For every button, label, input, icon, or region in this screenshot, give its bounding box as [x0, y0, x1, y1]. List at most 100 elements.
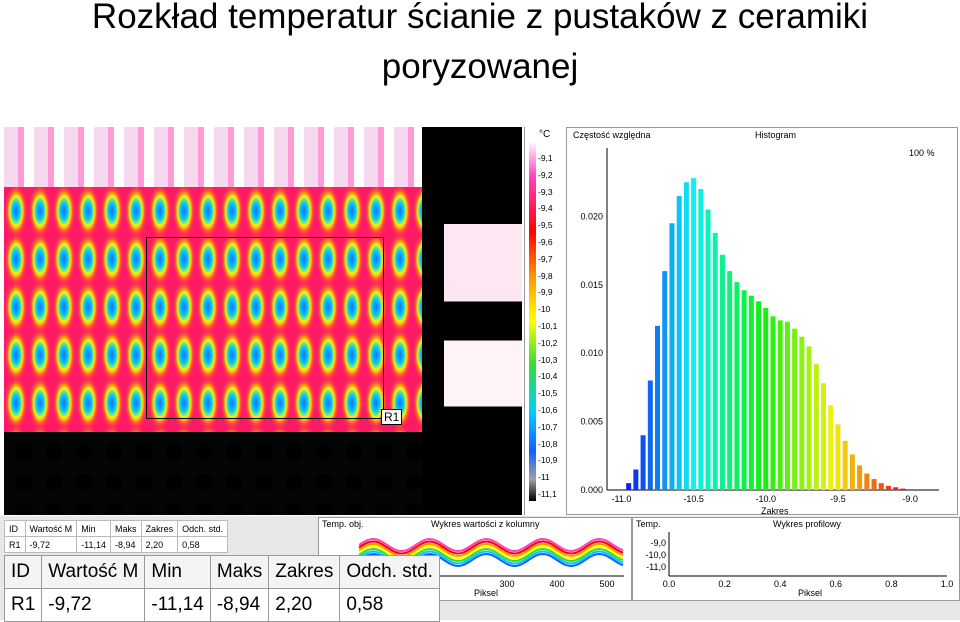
histogram-panel[interactable]: Częstość względna Histogram 100 % Zakres… [566, 127, 958, 515]
x-tick-label: 0.0 [663, 579, 676, 589]
table-row[interactable]: R1 -9,72 -11,14 -8,94 2,20 0,58 [4, 536, 229, 553]
histogram-percent: 100 % [909, 148, 935, 158]
y-tick-label: -9,0 [650, 538, 666, 548]
histogram-chart: Częstość względna Histogram 100 % Zakres… [573, 130, 939, 514]
thermal-tree [422, 127, 444, 515]
y-tick-label: 0.020 [580, 211, 603, 221]
table-header: ID [4, 520, 26, 537]
x-tick-label: -9.0 [902, 494, 918, 504]
x-tick-label: -10.5 [683, 494, 704, 504]
stats-table-zoomed: ID Wartość M Min Maks Zakres Odch. std. … [3, 555, 440, 622]
scale-tick-label: -9,9 [538, 287, 553, 298]
scale-tick-label: -9,4 [538, 203, 553, 214]
scale-tick-label: -10,8 [538, 438, 558, 449]
table-header: Zakres [268, 555, 341, 589]
x-tick-label: 300 [499, 579, 514, 589]
y-tick-label: 0.010 [580, 348, 603, 358]
table-cell: R1 [3, 588, 43, 622]
column-plot-line [358, 540, 624, 555]
table-header: ID [3, 555, 43, 589]
table-header: Min [76, 520, 112, 537]
scale-tick-label: -11 [538, 472, 550, 483]
scale-tick-label: -9,6 [538, 237, 553, 247]
profile-plot-xlabel: Piksel [798, 588, 823, 598]
histogram-ylabel: Częstość względna [573, 130, 651, 140]
x-tick-label: 0.6 [830, 579, 843, 589]
y-tick-label: -10,0 [645, 550, 666, 560]
scale-tick-label: -10,6 [538, 405, 558, 415]
profile-plot: -9,0 -10,0 -11,0 0.0 0.2 0.4 0.6 0.8 1.0 [645, 532, 954, 589]
table-header-row: ID Wartość M Min Maks Zakres Odch. std. [3, 555, 440, 589]
x-tick-label: 500 [599, 579, 614, 589]
x-tick-label: 0.4 [774, 579, 787, 589]
histogram-xlabel: Zakres [761, 506, 789, 514]
scale-tick-label: -10,5 [538, 388, 558, 399]
scale-tick-label: -11,1 [538, 489, 557, 499]
column-plot-xlabel: Piksel [474, 588, 499, 598]
table-cell: 2,20 [268, 588, 341, 622]
scale-unit: °C [539, 129, 551, 140]
table-row[interactable]: R1 -9,72 -11,14 -8,94 2,20 0,58 [3, 588, 440, 622]
scale-tick-label: -10,2 [538, 337, 558, 348]
table-header: Zakres [140, 520, 179, 537]
x-tick-label: 0.8 [885, 579, 898, 589]
table-cell: -9,72 [24, 536, 78, 553]
scale-tick-label: -10,1 [538, 321, 558, 331]
scale-tick-label: -9,1 [538, 153, 553, 163]
scale-tick-label: -10,3 [538, 354, 558, 365]
table-cell: 0,58 [177, 536, 229, 553]
scale-tick-label: -9,3 [538, 186, 553, 197]
scale-tick-label: -9,8 [538, 270, 553, 281]
table-cell: -11,14 [144, 588, 211, 622]
table-header-row: ID Wartość M Min Maks Zakres Odch. std. [4, 520, 229, 537]
profile-plot-label: Temp. [636, 519, 661, 529]
y-tick-label: -11,0 [646, 562, 666, 572]
table-header: Maks [110, 520, 142, 537]
x-tick-label: 0.2 [718, 579, 731, 589]
table-cell: -9,72 [41, 588, 146, 622]
roi-rectangle[interactable] [146, 237, 384, 419]
x-tick-label: -11.0 [612, 494, 632, 504]
table-header: Wartość M [24, 520, 78, 537]
y-tick-label: 0.000 [580, 485, 603, 495]
table-header: Maks [209, 555, 270, 589]
scale-tick-label: -10,7 [538, 421, 558, 432]
column-plot-line [358, 537, 624, 553]
table-header: Odch. std. [339, 555, 440, 589]
scale-tick-label: -9,5 [538, 220, 553, 231]
column-plot-title: Wykres wartości z kolumny [431, 519, 540, 529]
scale-tick-label: -10,9 [538, 455, 558, 466]
thermal-image[interactable]: R1 [4, 127, 522, 515]
column-plot-label: Temp. obj. [322, 519, 364, 529]
y-tick-label: 0.015 [580, 280, 603, 290]
thermal-top-band [4, 127, 434, 197]
stats-table-small: ID Wartość M Min Maks Zakres Odch. std. … [4, 520, 229, 553]
table-cell: 0,58 [339, 588, 440, 622]
table-cell: R1 [4, 536, 26, 553]
color-scale: °C -9,1 -9,2 -9,3 -9,4 -9,5 -9,6 -9,7 -9,8 -9,9 -… [524, 127, 567, 515]
page-title: Rozkład temperatur ścianie z pustaków z … [91, 0, 869, 36]
scale-tick-label: -9,7 [538, 253, 553, 264]
table-header: Odch. std. [177, 520, 229, 537]
y-tick-label: 0.005 [580, 417, 603, 427]
table-cell: -11,14 [76, 536, 112, 553]
table-header: Min [144, 555, 211, 589]
histogram-title: Histogram [755, 130, 796, 140]
x-tick-label: -10.0 [756, 494, 777, 504]
profile-plot-title: Wykres profilowy [773, 519, 841, 529]
table-header: Wartość M [41, 555, 146, 589]
table-cell: -8,94 [110, 536, 142, 553]
table-cell: -8,94 [209, 588, 270, 622]
scale-tick-label: -10 [538, 304, 551, 315]
profile-plot-panel[interactable]: Temp. Wykres profilowy -9,0 -10,0 -11,0 0.0… [632, 517, 960, 601]
table-cell: 2,20 [140, 536, 179, 553]
roi-label[interactable]: R1 [381, 409, 403, 425]
scale-tick-label: -9,2 [538, 169, 553, 180]
x-tick-label: 1.0 [941, 579, 954, 589]
x-tick-label: -9.5 [830, 494, 846, 504]
page-title-line2: poryzowanej [381, 47, 579, 86]
scale-tick-label: -10,4 [538, 371, 558, 382]
x-tick-label: 400 [549, 579, 564, 589]
thermal-right-area [444, 127, 522, 515]
scale-gradient-bar [529, 141, 536, 501]
